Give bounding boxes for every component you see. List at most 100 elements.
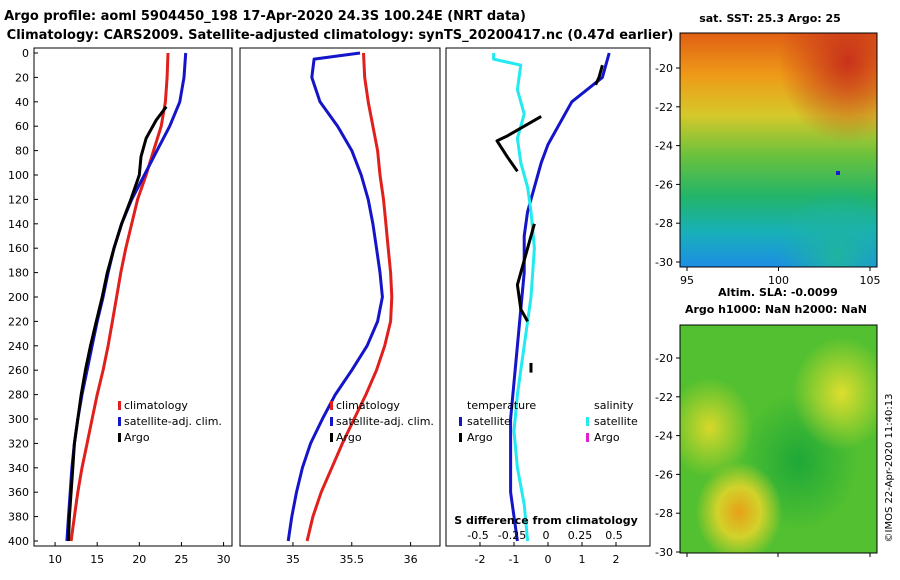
salinity-panel-frame	[239, 47, 441, 547]
temperature-panel: 0 20 40 60 80 100 120 140 160 180 200 220 240 260 280 3…	[8, 47, 233, 566]
x-tick-label: 25	[174, 553, 188, 566]
depth-tick-label: 340	[8, 462, 29, 475]
legend-satellite-swatch	[330, 417, 333, 426]
difference-legend-salinity: salinity satellite Argo	[586, 399, 638, 444]
x-tick-label: 2	[613, 553, 620, 566]
series-line-argo	[67, 105, 168, 542]
legend-temp-satellite-swatch	[459, 417, 462, 426]
legend-climatology-label: climatology	[336, 399, 400, 412]
legend-climatology-swatch	[330, 401, 333, 410]
sla-map-panel: Altim. SLA: -0.0099 Argo h1000: NaN h200…	[655, 286, 878, 559]
lat-tick-label: -22	[655, 391, 673, 404]
depth-tick-label: 200	[8, 291, 29, 304]
legend-temp-argo-swatch	[459, 433, 462, 442]
depth-tick-label: 360	[8, 486, 29, 499]
salinity-series	[286, 51, 394, 542]
difference-series	[492, 52, 611, 542]
lat-tick-label: -24	[655, 430, 673, 443]
salinity-panel: 35 35.5 36 climatology satellite-adj. clim…	[239, 47, 441, 566]
salinity-x-axis: 35 35.5 36	[286, 542, 418, 566]
s-difference-axis-title: S difference from climatology	[454, 514, 638, 527]
legend-sal-satellite-label: satellite	[594, 415, 638, 428]
sla-map-axes: -20 -22 -24 -26 -28 -30	[655, 352, 871, 559]
depth-tick-label: 280	[8, 389, 29, 402]
x-tick-label: -1	[509, 553, 520, 566]
x-tick-label: 30	[217, 553, 231, 566]
depth-tick-label: 220	[8, 315, 29, 328]
temperature-x-axis: 10 15 20 25 30	[48, 542, 231, 566]
series-line-satellite-adj-clim-	[286, 51, 384, 542]
legend-argo-label: Argo	[124, 431, 150, 444]
depth-tick-label: 180	[8, 267, 29, 280]
legend-climatology-label: climatology	[124, 399, 188, 412]
salinity-legend: climatology satellite-adj. clim. Argo	[330, 399, 434, 444]
legend-temp-satellite-label: satellite	[467, 415, 511, 428]
depth-axis: 0 20 40 60 80 100 120 140 160 180 200 220 240 260 280 3…	[8, 47, 38, 548]
depth-tick-label: 120	[8, 193, 29, 206]
depth-tick-label: 300	[8, 413, 29, 426]
legend-satellite-label: satellite-adj. clim.	[124, 415, 222, 428]
sla-map-title-line2: Argo h1000: NaN h2000: NaN	[685, 303, 867, 316]
depth-tick-label: 260	[8, 364, 29, 377]
legend-argo-swatch	[330, 433, 333, 442]
depth-tick-label: 240	[8, 340, 29, 353]
lat-tick-label: -30	[655, 546, 673, 559]
figure-title-line1: Argo profile: aoml 5904450_198 17-Apr-20…	[4, 9, 526, 24]
temperature-panel-frame	[33, 47, 233, 547]
difference-panel-frame	[445, 47, 651, 547]
s-difference-tick-label: -0.5	[467, 529, 488, 542]
depth-tick-label: 60	[15, 120, 29, 133]
temperature-legend: climatology satellite-adj. clim. Argo	[118, 399, 222, 444]
depth-tick-label: 40	[15, 96, 29, 109]
difference-panel: -2 -1 0 1 2 temperature satellite Argo salin…	[445, 47, 651, 566]
legend-climatology-swatch	[118, 401, 121, 410]
argo-location-marker	[836, 171, 840, 175]
sla-high-patch-south	[680, 325, 877, 553]
lat-tick-label: -24	[655, 140, 673, 153]
difference-legend-temperature: temperature satellite Argo	[459, 399, 536, 444]
x-tick-label: 35	[286, 553, 300, 566]
depth-tick-label: 20	[15, 71, 29, 84]
legend-argo-swatch	[118, 433, 121, 442]
x-tick-label: 15	[90, 553, 104, 566]
legend-argo-label: Argo	[336, 431, 362, 444]
legend-sal-argo-swatch	[586, 433, 589, 442]
s-difference-tick-label: -0.25	[498, 529, 526, 542]
lon-tick-label: 105	[860, 274, 881, 287]
x-tick-label: 36	[404, 553, 418, 566]
x-tick-label: 1	[579, 553, 586, 566]
depth-tick-label: 320	[8, 437, 29, 450]
series-line-temperature-argo	[594, 64, 604, 86]
s-difference-tick-label: 0.25	[568, 529, 593, 542]
series-line-temperature-satellite	[509, 52, 611, 542]
depth-tick-label: 380	[8, 511, 29, 524]
lon-tick-label: 100	[768, 274, 789, 287]
s-difference-tick-label: 0.5	[605, 529, 623, 542]
lat-tick-label: -30	[655, 256, 673, 269]
sst-teal-patch	[680, 33, 877, 267]
figure-title-line2: Climatology: CARS2009. Satellite-adjuste…	[7, 28, 674, 43]
series-line-climatology	[69, 52, 170, 542]
lat-tick-label: -26	[655, 468, 673, 481]
legend-sal-satellite-swatch	[586, 417, 589, 426]
x-tick-label: 35.5	[340, 553, 365, 566]
imos-credit: ©IMOS 22-Apr-2020 11:40:13	[884, 394, 895, 543]
legend-satellite-swatch	[118, 417, 121, 426]
legend-temperature-title: temperature	[467, 399, 536, 412]
sla-map-title-line1: Altim. SLA: -0.0099	[718, 286, 838, 299]
lat-tick-label: -22	[655, 101, 673, 114]
depth-tick-label: 400	[8, 535, 29, 548]
lat-tick-label: -28	[655, 217, 673, 230]
legend-temp-argo-label: Argo	[467, 431, 493, 444]
lat-tick-label: -20	[655, 352, 673, 365]
series-line-temperature-argo-deep	[515, 223, 536, 323]
lat-tick-label: -26	[655, 178, 673, 191]
depth-tick-label: 140	[8, 218, 29, 231]
depth-tick-label: 160	[8, 242, 29, 255]
sst-map-title: sat. SST: 25.3 Argo: 25	[699, 12, 841, 25]
x-tick-label: 10	[48, 553, 62, 566]
lat-tick-label: -28	[655, 507, 673, 520]
legend-satellite-label: satellite-adj. clim.	[336, 415, 434, 428]
x-tick-label: -2	[475, 553, 486, 566]
